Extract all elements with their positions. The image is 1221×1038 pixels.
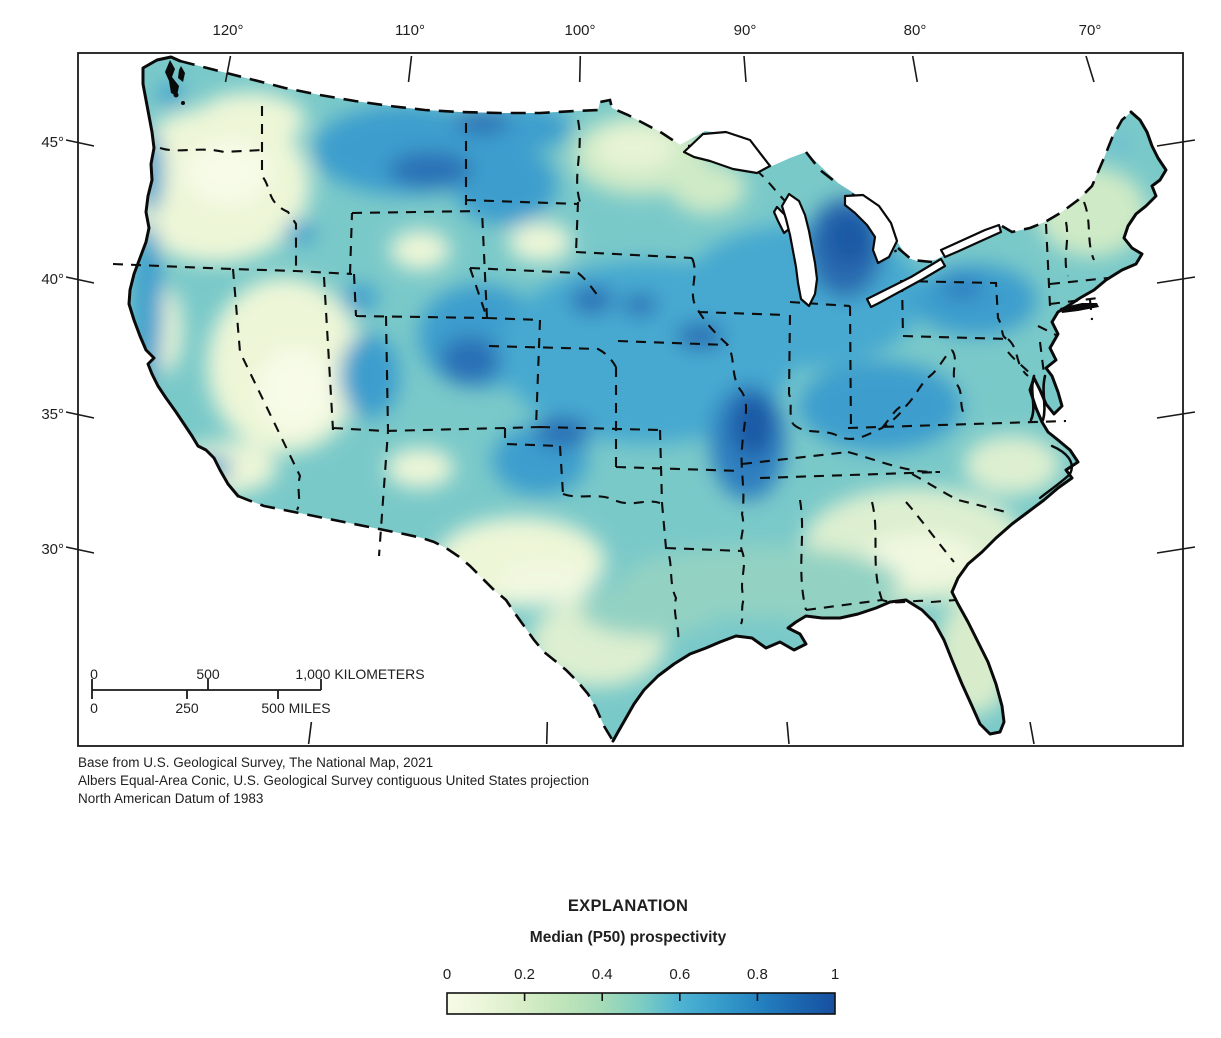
lake-huron <box>843 193 899 265</box>
state-boundaries <box>112 106 1109 641</box>
cbar-tick-0: 0 <box>442 966 452 983</box>
cbar-tick-1: 1 <box>830 966 840 983</box>
lake-michigan <box>780 192 819 308</box>
scale-mi-250: 250 <box>175 700 199 716</box>
legend-subtitle: Median (P50) prospectivity <box>529 929 727 946</box>
scale-km-0: 0 <box>90 666 98 682</box>
attribution-line-3: North American Datum of 1983 <box>78 791 264 806</box>
cbar-tick-04: 0.4 <box>591 966 613 983</box>
scale-mi-0: 0 <box>90 700 98 716</box>
long-island <box>1060 303 1099 313</box>
legend-heading: EXPLANATION <box>567 897 689 915</box>
lon-label-120: 120° <box>212 22 244 39</box>
lon-label-90: 90° <box>733 22 757 39</box>
lon-label-70: 70° <box>1078 22 1102 39</box>
lake-erie <box>865 257 947 309</box>
lat-label-30: 30° <box>41 541 64 558</box>
map-frame <box>65 52 1196 747</box>
scale-km-1000: 1,000 KILOMETERS <box>295 666 425 682</box>
legend-colorbar <box>446 992 836 1015</box>
lon-label-110: 110° <box>395 22 425 39</box>
lake-ontario <box>939 223 1003 259</box>
scale-km-500: 500 <box>196 666 220 682</box>
cbar-tick-02: 0.2 <box>514 966 536 983</box>
lon-label-80: 80° <box>903 22 927 39</box>
scale-bar <box>91 679 322 699</box>
great-lakes <box>682 130 1003 309</box>
coastlines <box>127 55 1168 743</box>
attribution-line-1: Base from U.S. Geological Survey, The Na… <box>78 755 434 770</box>
cbar-tick-08: 0.8 <box>746 966 768 983</box>
lon-label-100: 100° <box>564 22 596 39</box>
lat-label-45: 45° <box>41 134 64 151</box>
prospectivity-field <box>129 57 1166 741</box>
lat-label-40: 40° <box>41 271 64 288</box>
cbar-tick-06: 0.6 <box>669 966 691 983</box>
attribution-line-2: Albers Equal-Area Conic, U.S. Geological… <box>78 773 590 788</box>
lat-label-35: 35° <box>41 406 64 423</box>
scale-mi-500: 500 MILES <box>261 700 331 716</box>
coastal-ink <box>165 60 1099 313</box>
lake-superior <box>682 130 772 175</box>
